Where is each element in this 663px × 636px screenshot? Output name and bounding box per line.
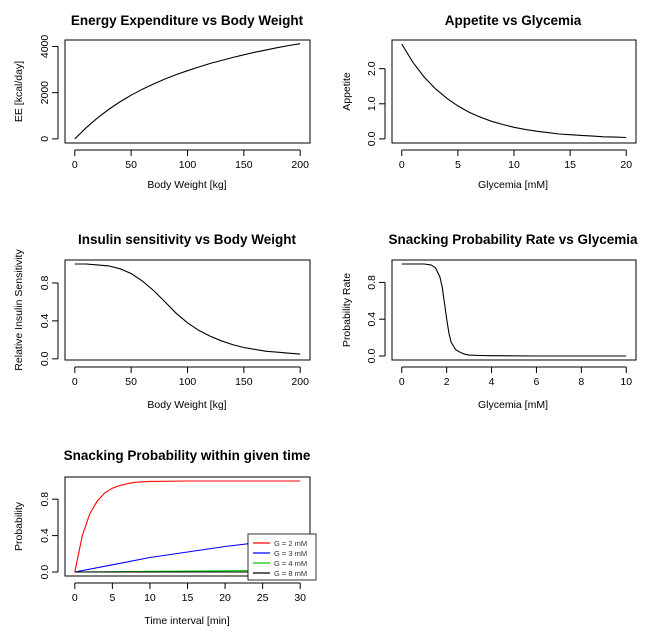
y-tick-label: 0.0 [39, 565, 51, 580]
y-tick-label: 0.4 [366, 312, 378, 327]
legend: G = 2 mMG = 3 mMG = 4 mMG = 8 mM [247, 533, 317, 581]
series-line-ee [74, 43, 301, 140]
x-tick-label: 20 [219, 592, 231, 604]
x-tick-label: 50 [125, 159, 137, 171]
legend-label: G = 8 mM [274, 569, 307, 578]
legend-label: G = 3 mM [274, 549, 307, 558]
x-tick-label: 2 [444, 376, 450, 388]
plot-frame [391, 259, 637, 361]
chart-panel-2: Insulin sensitivity vs Body Weight 0 50 100… [13, 232, 311, 411]
y-axis-label: Appetite [341, 72, 353, 111]
x-axis-label: Body Weight [kg] [147, 399, 226, 411]
legend-box [247, 533, 317, 581]
x-axis-label: Time interval [min] [144, 615, 229, 627]
y-tick-label: 2000 [39, 81, 51, 105]
x-tick-label: 10 [144, 592, 156, 604]
y-tick-label: 0.0 [366, 349, 378, 364]
y-tick-label: 0.8 [39, 492, 51, 507]
y-tick-label: 0 [39, 136, 51, 142]
series-line-sensitivity [74, 263, 301, 355]
chart-title: Snacking Probability Rate vs Glycemia [388, 232, 638, 247]
series-line-rate [401, 263, 627, 357]
chart-panel-1: Appetite vs Glycemia 0 5 10 15 20 0.0 1.0 2.0 Gly… [341, 13, 637, 191]
plot-frame [64, 259, 311, 361]
chart-title: Snacking Probability within given time [64, 448, 311, 463]
plot-frame [64, 476, 311, 577]
y-tick-label: 0.4 [39, 313, 51, 328]
x-tick-label: 15 [182, 592, 194, 604]
x-tick-label: 0 [399, 376, 405, 388]
chart-title: Energy Expenditure vs Body Weight [71, 13, 304, 28]
x-tick-label: 4 [489, 376, 495, 388]
y-tick-label: 4000 [39, 35, 51, 59]
x-tick-label: 150 [235, 159, 253, 171]
x-tick-label: 100 [179, 159, 197, 171]
x-tick-label: 50 [125, 376, 137, 388]
chart-panel-0: Energy Expenditure vs Body Weight 0 50 100 1… [13, 13, 311, 191]
x-tick-label: 0 [72, 592, 78, 604]
x-tick-label: 150 [235, 376, 253, 388]
plot-frame [64, 39, 311, 144]
x-tick-label: 200 [291, 376, 309, 388]
x-tick-label: 8 [578, 376, 584, 388]
chart-title: Insulin sensitivity vs Body Weight [78, 232, 297, 247]
x-tick-label: 5 [109, 592, 115, 604]
series-line-g-2-mm [74, 480, 301, 573]
x-tick-label: 0 [399, 159, 405, 171]
x-tick-label: 5 [455, 159, 461, 171]
y-tick-label: 0.4 [39, 528, 51, 543]
legend-label: G = 2 mM [274, 539, 307, 548]
x-tick-label: 0 [72, 376, 78, 388]
y-axis-label: Relative Insulin Sensitivity [13, 249, 25, 371]
y-tick-label: 1.0 [366, 96, 378, 111]
x-axis-label: Body Weight [kg] [147, 179, 226, 191]
y-tick-label: 2.0 [366, 61, 378, 76]
y-tick-label: 0.8 [366, 275, 378, 290]
x-tick-label: 10 [508, 159, 520, 171]
x-tick-label: 10 [620, 376, 632, 388]
x-tick-label: 25 [257, 592, 269, 604]
legend-label: G = 4 mM [274, 559, 307, 568]
x-axis-label: Glycemia [mM] [478, 179, 548, 191]
series-line-appetite [401, 43, 627, 139]
x-tick-label: 30 [294, 592, 306, 604]
chart-panel-3: Snacking Probability Rate vs Glycemia 0 2 4… [341, 232, 638, 411]
chart-panel-4: Snacking Probability within given time 0 5… [13, 448, 317, 627]
x-tick-label: 20 [620, 159, 632, 171]
y-tick-label: 0.0 [39, 351, 51, 366]
y-tick-label: 0.0 [366, 131, 378, 146]
y-tick-label: 0.8 [39, 276, 51, 291]
y-axis-label: Probability [13, 501, 25, 551]
x-tick-label: 6 [534, 376, 540, 388]
x-tick-label: 100 [179, 376, 197, 388]
x-tick-label: 0 [72, 159, 78, 171]
x-axis-label: Glycemia [mM] [478, 399, 548, 411]
chart-title: Appetite vs Glycemia [445, 13, 582, 28]
y-axis-label: EE [kcal/day] [13, 61, 25, 122]
x-tick-label: 200 [291, 159, 309, 171]
plot-frame [391, 39, 637, 144]
x-tick-label: 15 [564, 159, 576, 171]
y-axis-label: Probability Rate [341, 273, 353, 347]
